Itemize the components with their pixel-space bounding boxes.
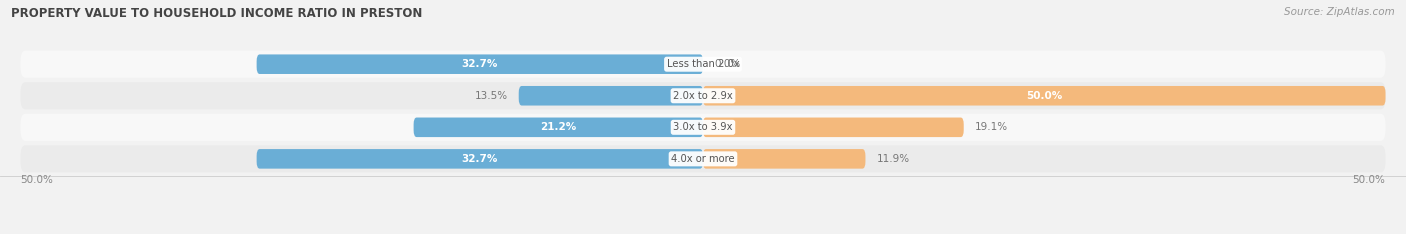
FancyBboxPatch shape bbox=[413, 117, 703, 137]
FancyBboxPatch shape bbox=[21, 114, 1385, 141]
Text: 4.0x or more: 4.0x or more bbox=[671, 154, 735, 164]
Text: 3.0x to 3.9x: 3.0x to 3.9x bbox=[673, 122, 733, 132]
FancyBboxPatch shape bbox=[21, 51, 1385, 78]
FancyBboxPatch shape bbox=[519, 86, 703, 106]
Text: 21.2%: 21.2% bbox=[540, 122, 576, 132]
Text: 2.0x to 2.9x: 2.0x to 2.9x bbox=[673, 91, 733, 101]
Text: PROPERTY VALUE TO HOUSEHOLD INCOME RATIO IN PRESTON: PROPERTY VALUE TO HOUSEHOLD INCOME RATIO… bbox=[11, 7, 423, 20]
Text: 11.9%: 11.9% bbox=[876, 154, 910, 164]
FancyBboxPatch shape bbox=[257, 55, 703, 74]
FancyBboxPatch shape bbox=[21, 82, 1385, 109]
FancyBboxPatch shape bbox=[21, 145, 1385, 172]
Text: 50.0%: 50.0% bbox=[21, 175, 53, 185]
Text: 13.5%: 13.5% bbox=[475, 91, 508, 101]
Text: 19.1%: 19.1% bbox=[974, 122, 1008, 132]
Text: 32.7%: 32.7% bbox=[461, 59, 498, 69]
FancyBboxPatch shape bbox=[703, 86, 1385, 106]
Text: 32.7%: 32.7% bbox=[461, 154, 498, 164]
Legend: Without Mortgage, With Mortgage: Without Mortgage, With Mortgage bbox=[586, 231, 820, 234]
Text: 0.0%: 0.0% bbox=[714, 59, 740, 69]
FancyBboxPatch shape bbox=[257, 149, 703, 169]
FancyBboxPatch shape bbox=[703, 149, 866, 169]
Text: 50.0%: 50.0% bbox=[1353, 175, 1385, 185]
Text: Source: ZipAtlas.com: Source: ZipAtlas.com bbox=[1284, 7, 1395, 17]
Text: Less than 2.0x: Less than 2.0x bbox=[666, 59, 740, 69]
FancyBboxPatch shape bbox=[703, 117, 963, 137]
Text: 50.0%: 50.0% bbox=[1026, 91, 1063, 101]
